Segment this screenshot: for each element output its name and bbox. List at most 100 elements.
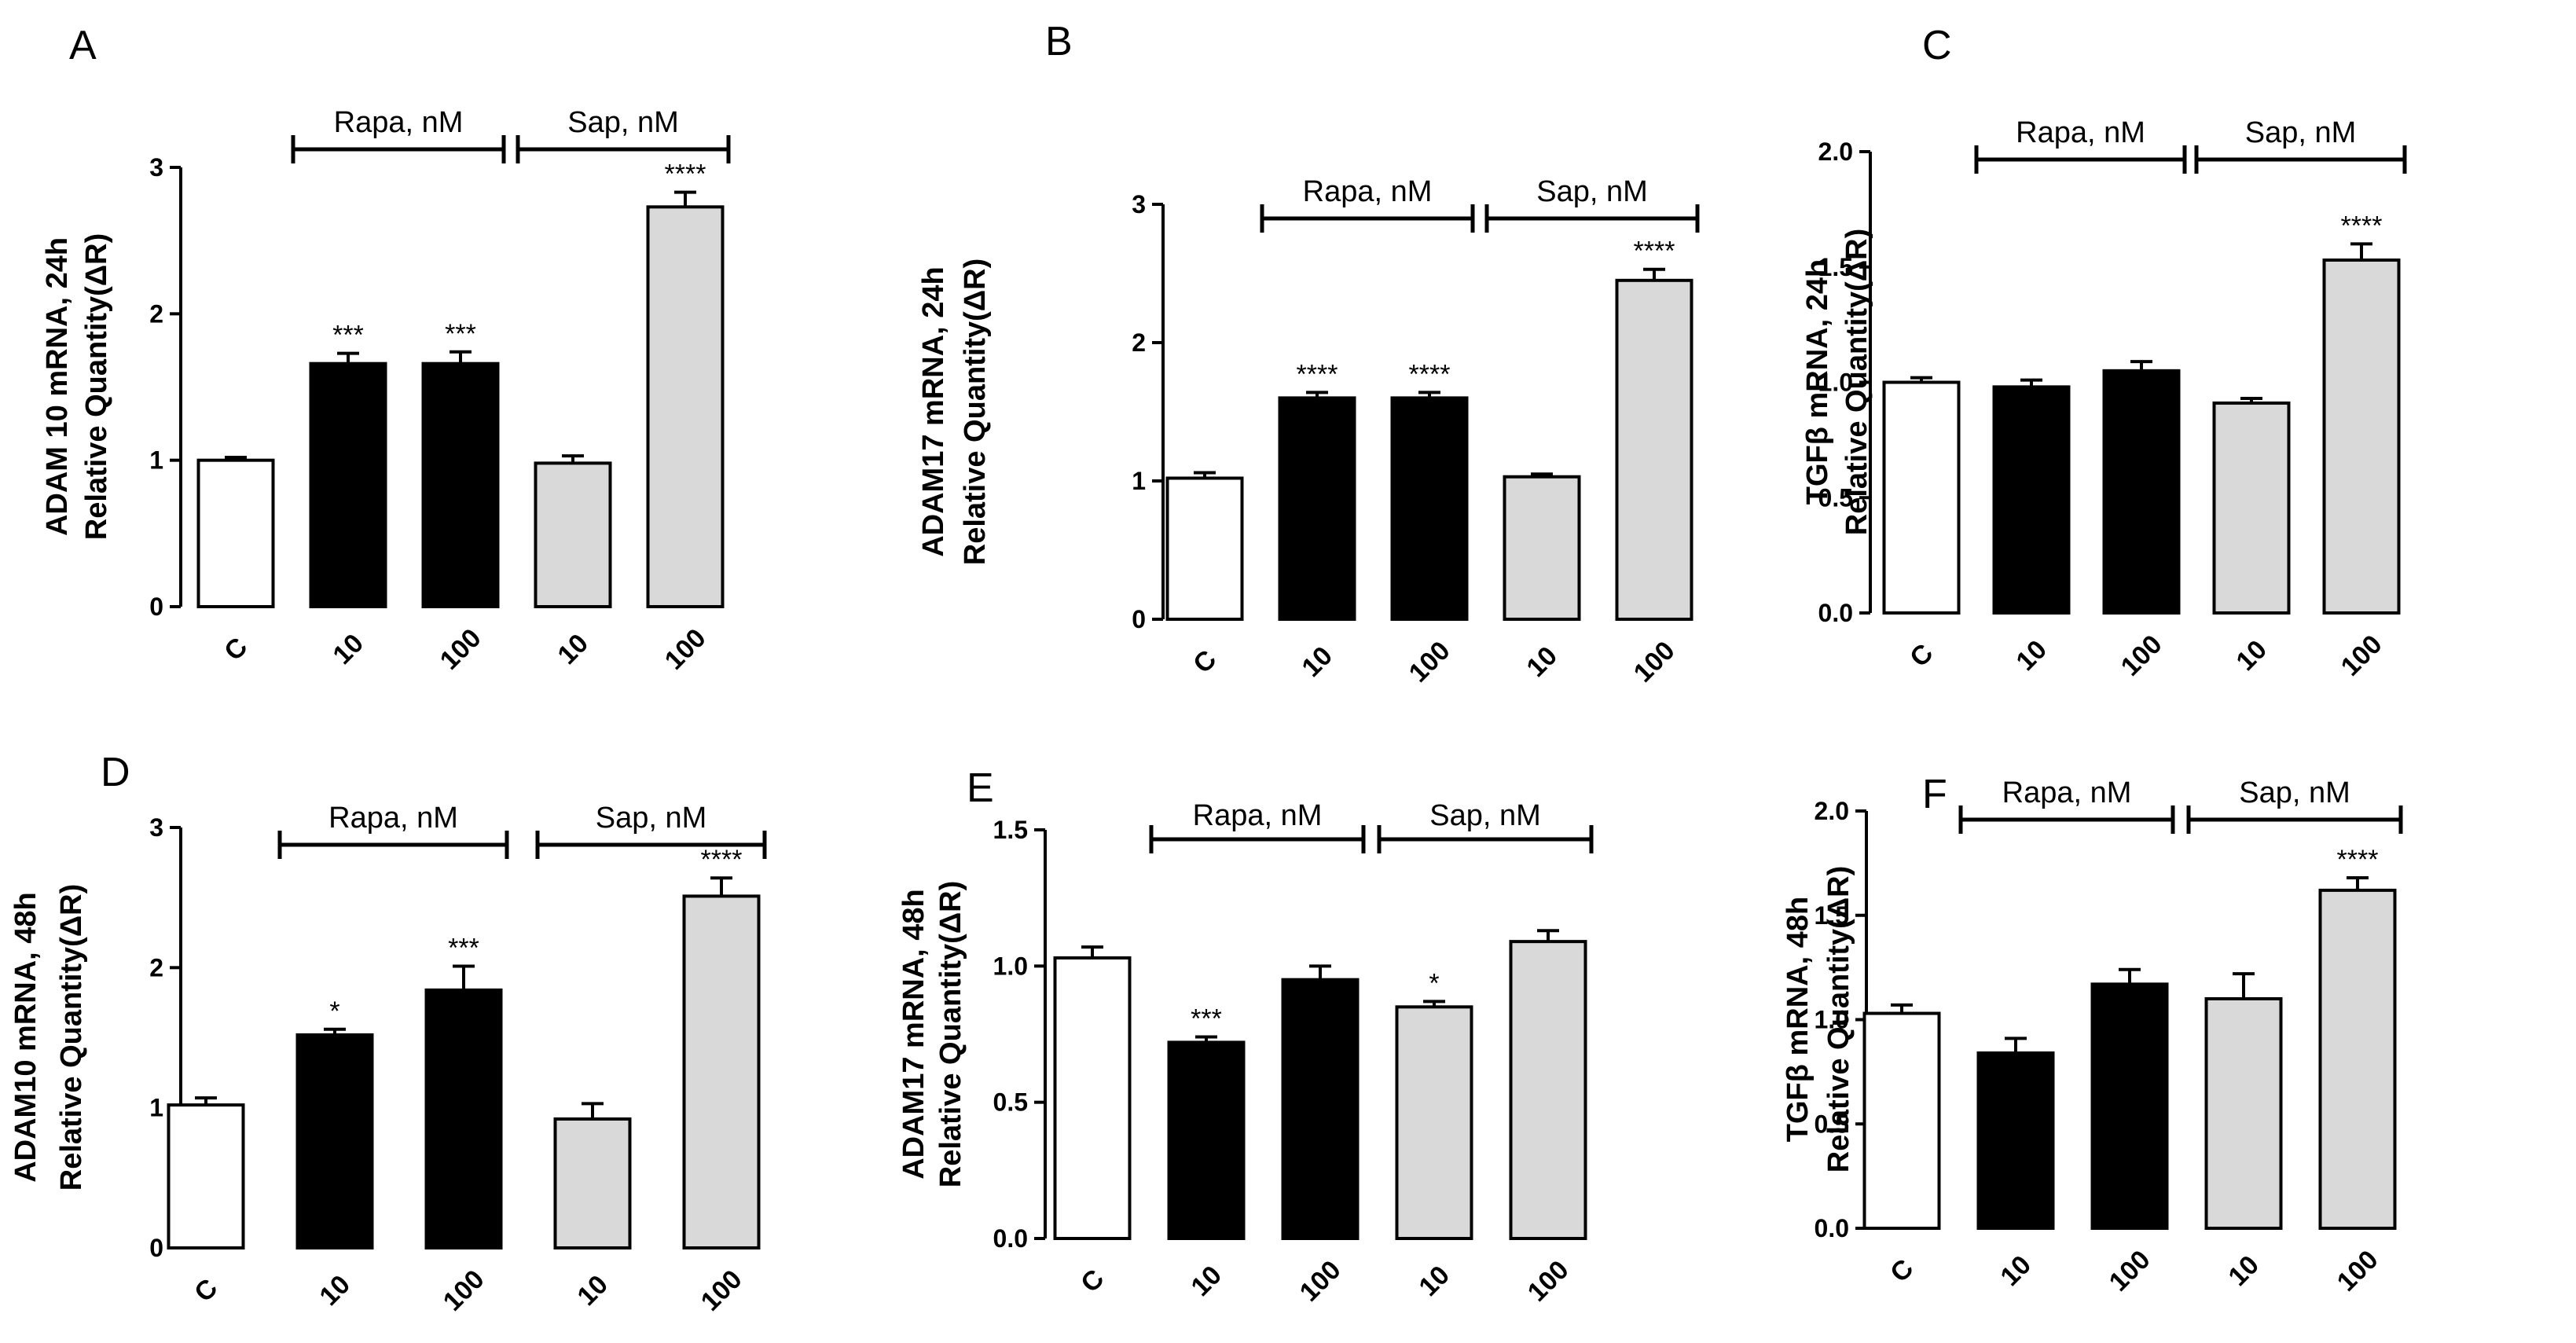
panel-c-category-label: 100 bbox=[2115, 629, 2168, 682]
panel-b-significance: **** bbox=[1297, 359, 1338, 389]
panel-c-bar bbox=[2322, 258, 2401, 615]
panel-d-bar bbox=[424, 988, 503, 1250]
panel-e-bar bbox=[1167, 1040, 1246, 1241]
panel-f-bar bbox=[1862, 1011, 1941, 1231]
panel-a-bar bbox=[309, 361, 387, 608]
panel-f-bar bbox=[2090, 982, 2169, 1230]
chart-panel-d: D ADAM10 mRNA, 48h Relative Quantity(ΔR) 0 1… bbox=[9, 750, 767, 1317]
panel-d-category-label: 100 bbox=[695, 1264, 748, 1317]
panel-c-y-tick-label: 0.0 bbox=[1818, 599, 1853, 627]
panel-d-letter: D bbox=[101, 750, 130, 795]
panel-c-bracket-label: Rapa, nM bbox=[2016, 116, 2145, 149]
panel-b-y-tick-label: 0 bbox=[1132, 605, 1146, 633]
panel-c-y-tick-label: 1.0 bbox=[1818, 369, 1853, 397]
panel-c-category-label: 100 bbox=[2336, 629, 2388, 682]
panel-f-y-tick-label: 2.0 bbox=[1815, 797, 1849, 825]
panel-f-bracket-label: Sap, nM bbox=[2239, 776, 2350, 809]
panel-e-bracket-label: Rapa, nM bbox=[1193, 799, 1323, 832]
panel-b-bar bbox=[1278, 396, 1356, 621]
panel-d-significance: *** bbox=[448, 934, 479, 963]
panel-d-y-tick-label: 1 bbox=[149, 1094, 163, 1122]
panel-d-category-label: 100 bbox=[438, 1264, 490, 1317]
panel-e-category-label: 10 bbox=[1185, 1260, 1227, 1302]
panel-e-letter: E bbox=[967, 765, 994, 811]
panel-a-ylabel-line-2: Relative Quantity(ΔR) bbox=[80, 233, 113, 540]
panel-f-ylabel-line-2: Relative Quantity(ΔR) bbox=[1822, 866, 1855, 1172]
panel-e-bracket-label: Sap, nM bbox=[1429, 799, 1541, 832]
panel-d-bar bbox=[167, 1103, 245, 1249]
panel-e-y-tick-label: 0.5 bbox=[993, 1088, 1028, 1117]
panel-e-bar bbox=[1395, 1005, 1473, 1241]
panel-d-bar bbox=[682, 894, 761, 1249]
panel-a-significance: *** bbox=[332, 321, 364, 350]
panel-e-category-label: 10 bbox=[1413, 1260, 1455, 1302]
panel-a-category-label: C bbox=[218, 632, 253, 666]
panel-b-bar bbox=[1503, 475, 1581, 621]
panel-f-significance: **** bbox=[2337, 845, 2379, 875]
panel-d-y-tick-label: 3 bbox=[149, 813, 163, 842]
panel-d-y-tick-label: 2 bbox=[149, 953, 163, 982]
panel-c-bar bbox=[1992, 385, 2071, 615]
panel-a-y-tick-label: 0 bbox=[149, 593, 163, 621]
panel-b-bar bbox=[1165, 476, 1244, 621]
panel-f-category-label: 100 bbox=[2332, 1245, 2384, 1297]
panel-e-category-label: 100 bbox=[1294, 1255, 1347, 1308]
panel-b-letter: B bbox=[1045, 19, 1073, 64]
panel-b-category-label: 100 bbox=[1628, 636, 1681, 688]
panel-a-category-label: 100 bbox=[659, 623, 712, 676]
panel-a-y-tick-label: 1 bbox=[149, 446, 163, 475]
panel-d-significance: * bbox=[329, 996, 339, 1026]
panel-a-y-tick-label: 2 bbox=[149, 299, 163, 328]
panel-a-significance: **** bbox=[665, 160, 706, 189]
panel-b-y-tick-label: 3 bbox=[1132, 190, 1146, 218]
panel-e-significance: * bbox=[1429, 968, 1439, 998]
panel-c-category-label: 10 bbox=[2230, 634, 2273, 677]
panel-d-ylabel-line-1: ADAM10 mRNA, 48h bbox=[9, 892, 42, 1183]
panel-b-bar bbox=[1390, 396, 1469, 621]
panel-e-ylabel-line-1: ADAM17 mRNA, 48h bbox=[897, 889, 930, 1180]
panel-c-letter: C bbox=[1922, 23, 1952, 68]
panel-f-bar bbox=[2204, 996, 2283, 1230]
panel-a-category-label: 100 bbox=[435, 623, 487, 676]
panel-b-bracket-label: Sap, nM bbox=[1536, 175, 1648, 208]
panel-c-category-label: 10 bbox=[2010, 634, 2053, 677]
panel-a-bar bbox=[646, 205, 725, 608]
panel-a-bracket-label: Sap, nM bbox=[567, 106, 679, 139]
panel-d-bar bbox=[295, 1033, 374, 1250]
panel-f-category-label: 100 bbox=[2104, 1245, 2156, 1297]
panel-a-bar bbox=[196, 458, 275, 609]
panel-e-y-tick-label: 0.0 bbox=[993, 1224, 1028, 1253]
panel-b-bracket-label: Rapa, nM bbox=[1303, 175, 1433, 208]
panel-a-ylabel-line-1: ADAM 10 mRNA, 24h bbox=[41, 237, 74, 536]
panel-e-category-label: C bbox=[1075, 1264, 1110, 1298]
panel-e-y-tick-label: 1.5 bbox=[993, 816, 1028, 844]
panel-f-y-tick-label: 0.5 bbox=[1815, 1110, 1849, 1138]
panel-d-category-label: 10 bbox=[571, 1269, 614, 1312]
panel-a-bar bbox=[534, 461, 612, 608]
panel-f-y-tick-label: 1.5 bbox=[1815, 901, 1849, 930]
panel-d-category-label: C bbox=[189, 1273, 223, 1308]
panel-e-y-tick-label: 1.0 bbox=[993, 952, 1028, 980]
panel-a-bracket-label: Rapa, nM bbox=[334, 106, 464, 139]
panel-f-bracket-label: Rapa, nM bbox=[2002, 776, 2132, 809]
panel-c-category-label: C bbox=[1904, 638, 1939, 673]
panel-b-y-tick-label: 1 bbox=[1132, 467, 1146, 495]
chart-panel-e: E ADAM17 mRNA, 48h Relative Quantity(ΔR) 0.… bbox=[897, 765, 1594, 1308]
panel-d-bracket-label: Sap, nM bbox=[596, 802, 707, 835]
panel-f-ylabel-line-1: TGFβ mRNA, 48h bbox=[1782, 897, 1815, 1142]
panel-c-significance: **** bbox=[2341, 211, 2383, 240]
chart-panel-f: F TGFβ mRNA, 48h Relative Quantity(ΔR) 0.0 0… bbox=[1782, 772, 2403, 1297]
panel-a-letter: A bbox=[69, 23, 97, 68]
panel-b-significance: **** bbox=[1634, 237, 1675, 266]
panel-e-category-label: 100 bbox=[1522, 1255, 1575, 1308]
panel-c-bar bbox=[2212, 401, 2291, 615]
panel-e-significance: *** bbox=[1191, 1004, 1222, 1033]
panel-e-bar bbox=[1281, 978, 1360, 1240]
panel-e-ylabel-line-2: Relative Quantity(ΔR) bbox=[934, 881, 967, 1187]
panel-b-bar bbox=[1615, 278, 1693, 621]
panel-c-bracket-label: Sap, nM bbox=[2245, 116, 2357, 149]
panel-d-category-label: 10 bbox=[314, 1269, 356, 1312]
panel-f-y-tick-label: 0.0 bbox=[1815, 1214, 1849, 1242]
